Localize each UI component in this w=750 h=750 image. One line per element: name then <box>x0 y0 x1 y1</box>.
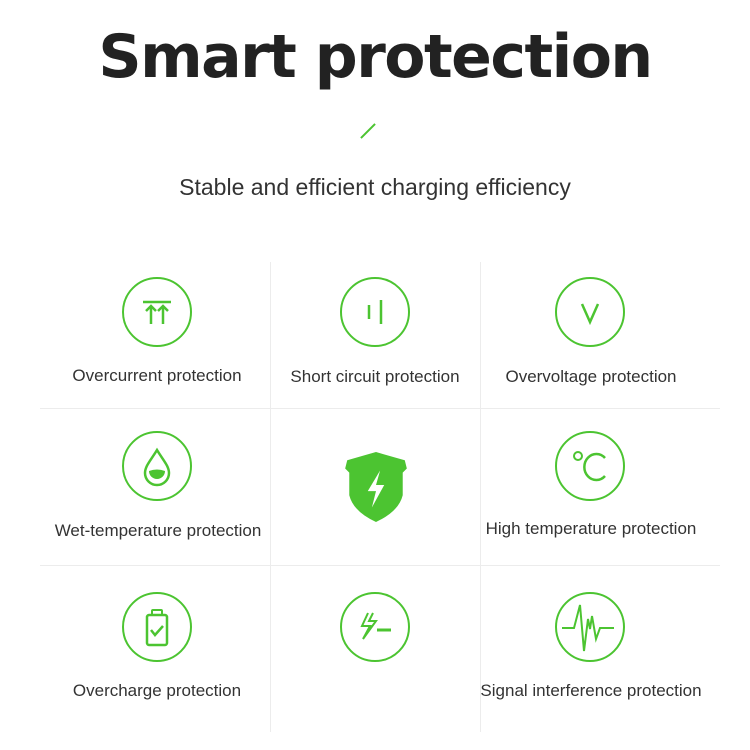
water-drop-icon <box>122 431 192 501</box>
feature-label: Overvoltage protection <box>505 367 677 386</box>
feature-label: Overcharge protection <box>72 681 242 700</box>
divider-slash <box>360 123 376 139</box>
feature-label: Signal interference protection <box>480 681 702 700</box>
feature-label: Overcurrent protection <box>72 366 242 385</box>
grid-divider <box>270 262 271 732</box>
feature-label: High temperature protection <box>485 519 697 538</box>
grid-divider <box>40 565 720 566</box>
battery-check-icon <box>122 592 192 662</box>
lightning-minus-icon <box>340 592 410 662</box>
double-arrow-up-icon <box>122 277 192 347</box>
signal-wave-icon <box>555 592 625 662</box>
feature-label: Wet-temperature protection <box>54 521 262 540</box>
page-title: Smart protection <box>98 22 653 92</box>
page-subtitle: Stable and efficient charging efficiency <box>179 174 571 200</box>
grid-divider <box>40 408 720 409</box>
celsius-icon <box>555 431 625 501</box>
feature-label: Short circuit protection <box>290 367 460 386</box>
short-circuit-icon <box>340 277 410 347</box>
voltage-v-icon <box>555 277 625 347</box>
shield-lightning-icon <box>345 452 407 522</box>
grid-divider <box>480 262 481 732</box>
